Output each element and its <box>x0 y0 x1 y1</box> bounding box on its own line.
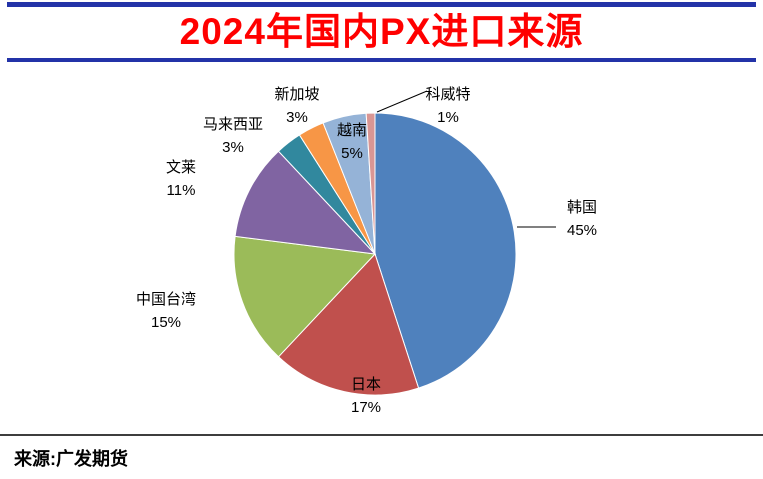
pie-slice-0 <box>374 112 517 390</box>
source-note: 来源:广发期货 <box>14 449 128 470</box>
slice-label-name: 新加坡 <box>274 86 319 103</box>
pie-slice-2 <box>233 236 377 358</box>
label-leader-line <box>376 90 428 113</box>
slice-label-percent: 3% <box>222 139 244 156</box>
slice-label-name: 文莱 <box>166 159 196 176</box>
pie-slice-7 <box>365 112 376 255</box>
slice-label-percent: 45% <box>567 222 597 239</box>
header-bottom-rule <box>7 58 756 63</box>
header-top-rule <box>7 2 756 7</box>
slice-label-name: 中国台湾 <box>136 291 196 308</box>
slice-label-percent: 3% <box>286 109 308 126</box>
chart-title: 2024年国内PX进口来源 <box>179 11 584 52</box>
pie-chart: 韩国 45% 日本 17% 中国台湾 15% 文莱 11% 马来西亚 3% 新加坡 3% 越南 5% 科威特… <box>136 86 597 416</box>
slice-label-percent: 5% <box>341 145 363 162</box>
footer-rule <box>0 434 763 437</box>
slice-label-percent: 11% <box>167 182 196 199</box>
report-page: 2024年国内PX进口来源 韩国 45% 日本 17% 中国台湾 15% 文莱 11% 马来西亚… <box>0 2 763 471</box>
slice-label-percent: 17% <box>351 399 381 416</box>
slice-label-name: 韩国 <box>567 199 597 216</box>
slice-label-percent: 1% <box>437 109 459 126</box>
slice-label-percent: 15% <box>151 314 181 331</box>
pie-slice-1 <box>277 253 420 396</box>
slice-label-name: 马来西亚 <box>203 116 263 133</box>
slice-label-name: 日本 <box>351 376 381 393</box>
pie-slice-3 <box>234 150 377 256</box>
slice-label-name: 科威特 <box>425 86 470 103</box>
slice-label-name: 越南 <box>337 122 367 139</box>
